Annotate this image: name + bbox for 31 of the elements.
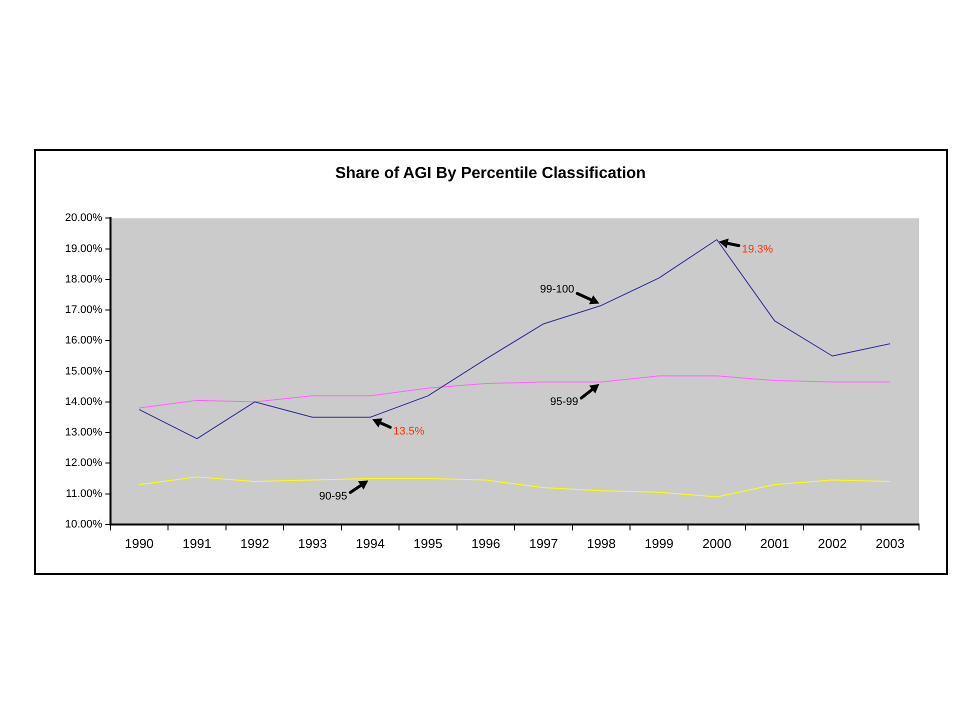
x-tick-label: 2001 [760,536,790,551]
y-tick-label: 16.00% [64,334,103,347]
x-tick-label: 2003 [876,536,905,551]
x-tick-label: 1993 [298,536,327,551]
x-tick-label: 1991 [182,536,212,551]
x-tick-label: 1998 [586,536,616,551]
x-tick-label: 2000 [702,536,732,551]
y-tick-label: 14.00% [64,396,103,408]
x-tick-label: 1997 [529,536,558,551]
y-tick-label: 18.00% [64,273,103,286]
x-tick-label: 1996 [471,536,500,551]
x-tick-label: 1992 [240,536,270,551]
x-tick-label: 1999 [644,536,674,551]
y-tick-label: 10.00% [64,518,103,530]
annotation: 90-95 [319,490,348,502]
y-tick-label: 15.00% [64,365,103,378]
y-tick-label: 13.00% [64,426,103,439]
x-tick-label: 1994 [356,536,385,551]
x-tick-label: 2002 [818,536,847,551]
y-tick-label: 11.00% [66,488,103,500]
annotation: 99-100 [540,284,574,296]
y-tick-label: 12.00% [64,457,103,470]
annotation: 95-99 [550,396,578,408]
y-tick-label: 20.00% [64,212,103,224]
chart-title: Share of AGI By Percentile Classification [335,165,646,182]
x-tick-label: 1995 [414,536,442,551]
annotation: 13.5% [393,425,425,438]
y-tick-label: 19.00% [64,242,103,255]
x-tick-label: 1990 [124,536,154,551]
annotation: 19.3% [742,244,774,256]
y-tick-label: 17.00% [64,304,103,316]
